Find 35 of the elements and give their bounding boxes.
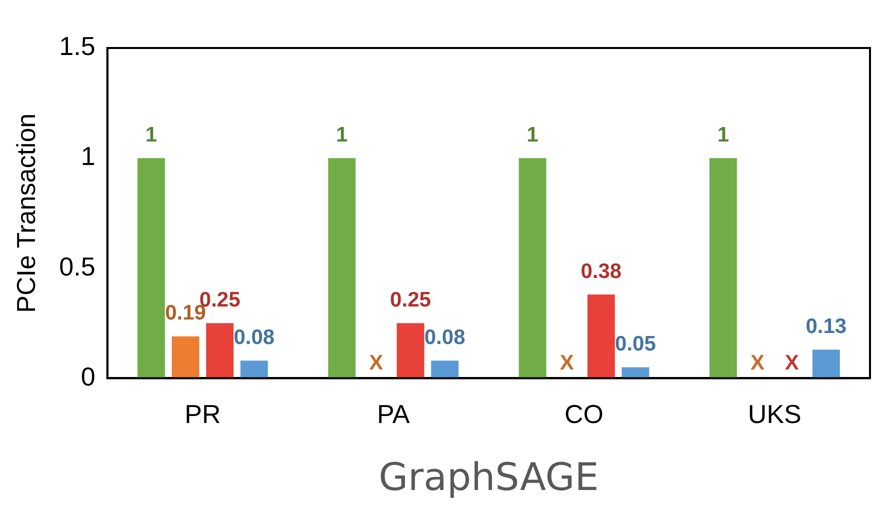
bar <box>587 294 615 378</box>
y-tick-label: 0.5 <box>59 251 96 282</box>
data-label: 0.25 <box>390 288 432 312</box>
data-label: 0.05 <box>615 332 656 356</box>
bar <box>206 323 234 378</box>
bar <box>240 360 268 378</box>
bar <box>328 158 356 378</box>
bar <box>396 323 424 378</box>
x-axis-title: GraphSAGE <box>378 455 599 500</box>
data-label: 1 <box>526 123 539 146</box>
annotation: X <box>750 351 765 374</box>
y-tick-label: 1 <box>80 141 96 172</box>
x-tick-label: CO <box>564 398 604 429</box>
x-tick-label: PR <box>184 398 221 429</box>
y-tick-label: 1.5 <box>59 31 96 62</box>
bar <box>518 158 546 378</box>
data-label: 1 <box>145 123 158 146</box>
y-axis-title: PCIe Transaction <box>10 113 41 313</box>
bar <box>812 350 840 378</box>
data-label: 0.13 <box>806 314 847 338</box>
data-label: 1 <box>336 123 348 146</box>
data-label: 1 <box>717 123 730 146</box>
bar <box>431 360 459 378</box>
annotation: X <box>560 351 574 374</box>
x-tick-label: PA <box>376 398 410 429</box>
bar <box>137 158 165 378</box>
annotation: X <box>369 351 384 374</box>
data-label: 0.08 <box>424 326 466 349</box>
annotation: X <box>784 351 799 374</box>
bar <box>172 336 200 378</box>
data-label: 0.38 <box>580 260 622 283</box>
data-label: 0.08 <box>234 326 275 349</box>
bar <box>709 158 737 378</box>
x-tick-label: UKS <box>748 398 802 429</box>
y-tick-label: 0 <box>80 361 96 392</box>
